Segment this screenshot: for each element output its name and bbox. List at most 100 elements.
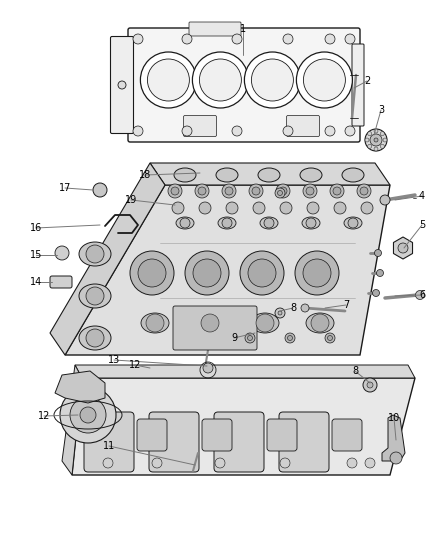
Circle shape	[303, 184, 317, 198]
Circle shape	[244, 52, 300, 108]
FancyBboxPatch shape	[110, 36, 134, 133]
Ellipse shape	[216, 168, 238, 182]
Circle shape	[283, 34, 293, 44]
Ellipse shape	[300, 168, 322, 182]
FancyBboxPatch shape	[214, 412, 264, 472]
Circle shape	[232, 34, 242, 44]
Circle shape	[130, 251, 174, 295]
Text: 6: 6	[419, 290, 425, 300]
Circle shape	[249, 184, 263, 198]
Circle shape	[275, 308, 285, 318]
Ellipse shape	[79, 326, 111, 350]
Circle shape	[360, 187, 368, 195]
Circle shape	[297, 52, 353, 108]
FancyBboxPatch shape	[137, 419, 167, 451]
Circle shape	[325, 34, 335, 44]
Ellipse shape	[258, 168, 280, 182]
Ellipse shape	[260, 217, 278, 229]
Text: 12: 12	[129, 360, 141, 370]
Text: 8: 8	[352, 366, 358, 376]
Circle shape	[372, 289, 379, 296]
FancyBboxPatch shape	[84, 412, 134, 472]
Ellipse shape	[344, 217, 362, 229]
Circle shape	[306, 218, 316, 228]
FancyBboxPatch shape	[173, 306, 257, 350]
Circle shape	[185, 251, 229, 295]
Circle shape	[285, 333, 295, 343]
FancyBboxPatch shape	[202, 419, 232, 451]
Circle shape	[307, 202, 319, 214]
Text: 12: 12	[38, 411, 50, 421]
Circle shape	[325, 333, 335, 343]
Circle shape	[361, 202, 373, 214]
FancyBboxPatch shape	[149, 412, 199, 472]
Circle shape	[86, 287, 104, 305]
Circle shape	[348, 218, 358, 228]
Circle shape	[380, 195, 390, 205]
Circle shape	[253, 202, 265, 214]
Circle shape	[283, 126, 293, 136]
Circle shape	[225, 187, 233, 195]
Circle shape	[370, 134, 382, 146]
FancyBboxPatch shape	[128, 28, 360, 142]
Ellipse shape	[79, 284, 111, 308]
Circle shape	[199, 202, 211, 214]
Circle shape	[295, 251, 339, 295]
Text: 16: 16	[30, 223, 42, 233]
Circle shape	[380, 144, 385, 148]
Circle shape	[357, 184, 371, 198]
Circle shape	[333, 187, 341, 195]
Text: 19: 19	[125, 195, 137, 205]
FancyBboxPatch shape	[50, 276, 72, 288]
Circle shape	[383, 138, 387, 142]
Circle shape	[416, 290, 424, 300]
Text: 18: 18	[139, 170, 151, 180]
Circle shape	[118, 81, 126, 89]
Circle shape	[248, 259, 276, 287]
Circle shape	[171, 187, 179, 195]
Circle shape	[279, 187, 287, 195]
Text: 14: 14	[30, 277, 42, 287]
Circle shape	[55, 246, 69, 260]
Circle shape	[203, 363, 213, 373]
Ellipse shape	[251, 313, 279, 333]
Circle shape	[325, 126, 335, 136]
Circle shape	[70, 397, 106, 433]
FancyBboxPatch shape	[189, 22, 241, 36]
Text: 9: 9	[231, 333, 237, 343]
Polygon shape	[75, 365, 415, 378]
Circle shape	[301, 304, 309, 312]
Circle shape	[377, 270, 384, 277]
Circle shape	[347, 458, 357, 468]
Circle shape	[330, 184, 344, 198]
Polygon shape	[55, 371, 105, 403]
Circle shape	[345, 34, 355, 44]
Text: 4: 4	[419, 191, 425, 201]
Ellipse shape	[302, 217, 320, 229]
Circle shape	[86, 245, 104, 263]
Circle shape	[365, 129, 387, 151]
Ellipse shape	[218, 217, 236, 229]
Circle shape	[367, 144, 371, 148]
Circle shape	[278, 190, 283, 196]
Circle shape	[215, 458, 225, 468]
Text: 11: 11	[103, 441, 115, 451]
Circle shape	[365, 458, 375, 468]
Circle shape	[193, 259, 221, 287]
FancyBboxPatch shape	[184, 116, 216, 136]
Circle shape	[363, 378, 377, 392]
Circle shape	[192, 52, 248, 108]
FancyBboxPatch shape	[352, 44, 364, 126]
Polygon shape	[150, 163, 390, 185]
Circle shape	[199, 59, 241, 101]
Circle shape	[93, 183, 107, 197]
Circle shape	[60, 387, 116, 443]
Text: 13: 13	[108, 355, 120, 365]
Circle shape	[201, 314, 219, 332]
Circle shape	[374, 249, 381, 256]
Circle shape	[195, 184, 209, 198]
Circle shape	[103, 458, 113, 468]
Circle shape	[138, 259, 166, 287]
Circle shape	[198, 187, 206, 195]
Circle shape	[345, 126, 355, 136]
